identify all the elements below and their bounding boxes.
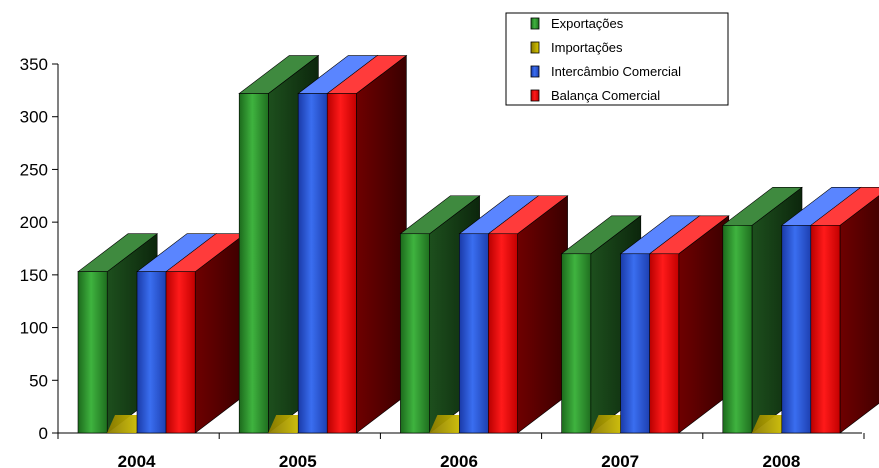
y-tick-label: 100 bbox=[20, 319, 48, 338]
tick-labels: 0 50 100 150 200 250 300 350 2004 2005 2006 2007 200… bbox=[20, 55, 801, 468]
x-tick-label: 2004 bbox=[118, 452, 156, 468]
bar-front-face bbox=[459, 233, 489, 434]
bar-front-face bbox=[297, 93, 328, 434]
bar-front-face bbox=[781, 225, 812, 434]
legend-swatch-exportacoes bbox=[530, 17, 540, 30]
y-tick-label: 50 bbox=[29, 371, 48, 390]
x-tick-label: 2008 bbox=[762, 452, 800, 468]
legend-label-importacoes: Importações bbox=[551, 40, 623, 55]
importacoes-bar bbox=[107, 415, 145, 433]
legend-item-exportacoes: Exportações bbox=[530, 16, 624, 31]
legend-item-importacoes: Importações bbox=[530, 40, 623, 55]
bar-top-face bbox=[590, 415, 628, 433]
bar-side-face bbox=[517, 195, 568, 434]
y-tick-label: 200 bbox=[20, 213, 48, 232]
bar-front-face bbox=[77, 271, 108, 434]
y-tick-label: 0 bbox=[39, 424, 48, 443]
bars bbox=[77, 54, 879, 434]
bar-top-face bbox=[107, 415, 145, 433]
y-tick-label: 300 bbox=[20, 108, 48, 127]
legend-swatch-importacoes bbox=[530, 41, 540, 54]
bar-front-face bbox=[488, 233, 518, 434]
y-tick-label: 150 bbox=[20, 266, 48, 285]
importacoes-bar bbox=[751, 415, 789, 433]
bar-front-face bbox=[722, 225, 753, 434]
bar-top-face bbox=[429, 415, 467, 433]
bar-front-face bbox=[326, 93, 357, 434]
bar-side-face bbox=[356, 54, 407, 434]
bar-front-face bbox=[165, 271, 196, 434]
bar-front-face bbox=[238, 93, 269, 434]
y-tick-label: 250 bbox=[20, 160, 48, 179]
bar-front-face bbox=[649, 253, 680, 434]
importacoes-bar bbox=[429, 415, 467, 433]
legend-item-balanca: Balança Comercial bbox=[530, 88, 660, 103]
balanca-bar bbox=[165, 233, 247, 434]
importacoes-bar bbox=[268, 415, 306, 433]
balanca-bar bbox=[809, 187, 879, 434]
x-tick-label: 2005 bbox=[279, 452, 317, 468]
bar-front-face bbox=[620, 253, 651, 434]
legend-label-intercambio: Intercâmbio Comercial bbox=[551, 64, 681, 79]
legend-label-exportacoes: Exportações bbox=[551, 16, 624, 31]
balanca-bar bbox=[487, 195, 569, 434]
bar-front-face bbox=[400, 233, 430, 434]
legend-item-intercambio: Intercâmbio Comercial bbox=[530, 64, 681, 79]
legend: Exportações Importações Intercâmbio Come… bbox=[505, 12, 729, 106]
x-tick-label: 2006 bbox=[440, 452, 478, 468]
bar-front-face bbox=[561, 253, 592, 434]
x-tick-label: 2007 bbox=[601, 452, 639, 468]
bar-front-face bbox=[136, 271, 167, 434]
bar-front-face bbox=[810, 225, 841, 434]
legend-swatch-intercambio bbox=[530, 65, 540, 78]
importacoes-bar bbox=[590, 415, 628, 433]
legend-swatch-balanca bbox=[530, 89, 540, 102]
balanca-bar bbox=[326, 54, 408, 434]
y-tick-label: 350 bbox=[20, 55, 48, 74]
bar-top-face bbox=[751, 415, 789, 433]
legend-label-balanca: Balança Comercial bbox=[551, 88, 660, 103]
bar-top-face bbox=[268, 415, 306, 433]
legend-box bbox=[505, 12, 729, 106]
bar-side-face bbox=[839, 195, 879, 434]
balanca-bar bbox=[648, 215, 730, 434]
